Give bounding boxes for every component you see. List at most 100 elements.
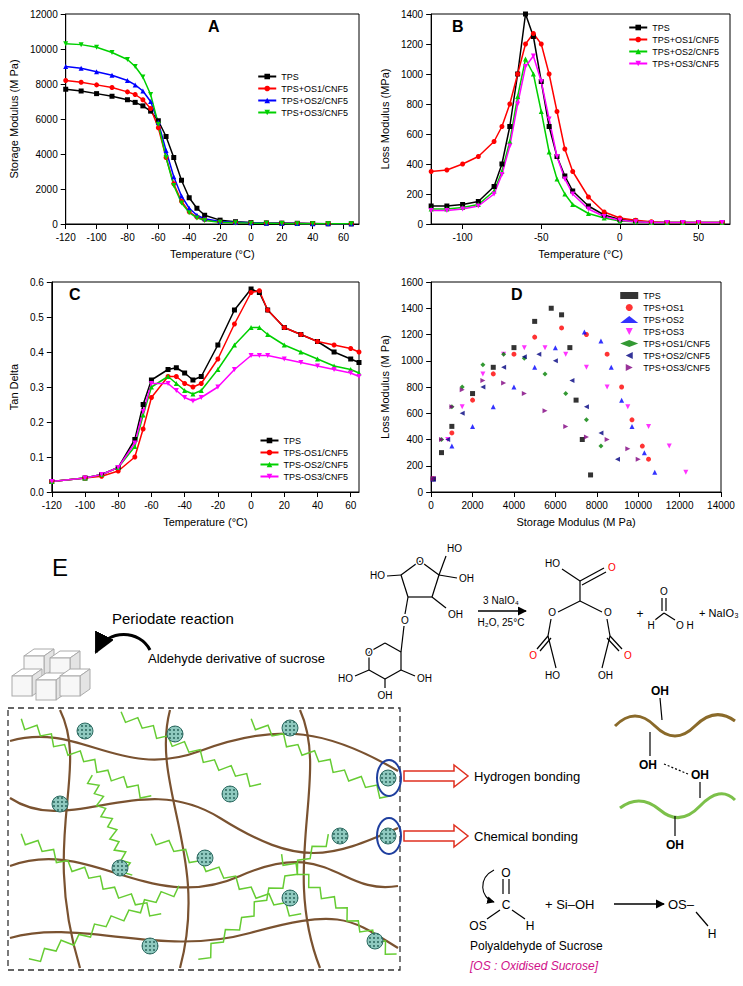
svg-text:O: O — [608, 562, 616, 573]
svg-text:200: 200 — [406, 189, 423, 200]
svg-text:H: H — [526, 919, 535, 933]
svg-text:Aldehyde derivative of sucrose: Aldehyde derivative of sucrose — [148, 651, 325, 666]
svg-text:Temperature (°C): Temperature (°C) — [163, 516, 247, 528]
svg-text:-100: -100 — [87, 232, 107, 243]
svg-text:O: O — [416, 556, 424, 567]
svg-text:0.1: 0.1 — [30, 452, 44, 463]
svg-text:1200: 1200 — [401, 39, 424, 50]
svg-text:0.6: 0.6 — [30, 277, 44, 288]
svg-text:OS–: OS– — [668, 897, 695, 912]
svg-text:Loss Modulus (MPa): Loss Modulus (MPa) — [379, 69, 391, 170]
svg-text:8000: 8000 — [35, 79, 58, 90]
svg-text:40: 40 — [307, 232, 319, 243]
svg-text:-80: -80 — [120, 232, 135, 243]
svg-text:OH: OH — [691, 768, 709, 782]
svg-text:6000: 6000 — [544, 500, 567, 511]
svg-text:0: 0 — [52, 219, 58, 230]
svg-text:0: 0 — [418, 487, 424, 498]
svg-text:Polyaldehyde of Sucrose: Polyaldehyde of Sucrose — [470, 939, 603, 953]
svg-text:400: 400 — [406, 434, 423, 445]
svg-text:C: C — [69, 286, 81, 303]
svg-text:+ NaIO₃: + NaIO₃ — [699, 607, 739, 619]
svg-text:Chemical bonding: Chemical bonding — [474, 829, 578, 844]
svg-text:HO: HO — [545, 558, 560, 569]
svg-text:0: 0 — [248, 232, 254, 243]
svg-text:14000: 14000 — [707, 500, 735, 511]
svg-text:-40: -40 — [182, 232, 197, 243]
svg-text:-120: -120 — [42, 500, 62, 511]
svg-text:OH: OH — [378, 690, 393, 701]
svg-text:Periodate reaction: Periodate reaction — [112, 610, 234, 627]
svg-text:-120: -120 — [56, 232, 76, 243]
svg-text:TPS+OS3/CNF5: TPS+OS3/CNF5 — [281, 108, 348, 118]
svg-text:H₂O, 25°C: H₂O, 25°C — [478, 617, 525, 628]
svg-text:HO: HO — [447, 543, 462, 554]
svg-text:-20: -20 — [211, 500, 226, 511]
svg-text:-20: -20 — [213, 232, 228, 243]
svg-text:0: 0 — [428, 500, 434, 511]
svg-text:-80: -80 — [111, 500, 126, 511]
svg-text:200: 200 — [406, 460, 423, 471]
svg-text:TPS-OS2/CNF5: TPS-OS2/CNF5 — [283, 460, 348, 470]
svg-text:OH: OH — [417, 673, 432, 684]
svg-text:OH: OH — [651, 684, 669, 698]
svg-text:O: O — [660, 586, 668, 597]
svg-text:0.2: 0.2 — [30, 417, 44, 428]
svg-text:4000: 4000 — [35, 149, 58, 160]
svg-text:8000: 8000 — [586, 500, 609, 511]
svg-text:OH: OH — [459, 573, 474, 584]
svg-text:600: 600 — [406, 408, 423, 419]
svg-text:+: + — [636, 607, 643, 621]
svg-text:TPS+OS1/CNF5: TPS+OS1/CNF5 — [652, 35, 719, 45]
svg-text:[OS : Oxidised Sucrose]: [OS : Oxidised Sucrose] — [469, 959, 599, 973]
svg-text:12000: 12000 — [666, 500, 694, 511]
svg-text:HO: HO — [545, 670, 560, 681]
svg-text:TPS: TPS — [643, 291, 661, 301]
svg-text:TPS+OS2/CNF5: TPS+OS2/CNF5 — [281, 96, 348, 106]
svg-text:Temperature (°C): Temperature (°C) — [170, 248, 254, 260]
svg-text:3 NaIO₄: 3 NaIO₄ — [483, 595, 519, 606]
svg-text:0: 0 — [418, 219, 424, 230]
svg-text:800: 800 — [406, 99, 423, 110]
svg-text:O: O — [401, 615, 409, 626]
svg-text:Temperature (°C): Temperature (°C) — [538, 248, 622, 260]
svg-text:Storage Modulus (M Pa): Storage Modulus (M Pa) — [8, 59, 20, 178]
svg-text:-50: -50 — [534, 232, 549, 243]
svg-text:H: H — [647, 620, 654, 631]
svg-text:TPS+OS2/CNF5: TPS+OS2/CNF5 — [652, 47, 719, 57]
svg-text:OH: OH — [666, 838, 684, 852]
svg-text:50: 50 — [693, 232, 705, 243]
svg-text:1000: 1000 — [401, 355, 424, 366]
svg-text:800: 800 — [406, 382, 423, 393]
svg-text:Tan Delta: Tan Delta — [8, 363, 20, 410]
svg-text:TPS+OS3/CNF5: TPS+OS3/CNF5 — [643, 363, 710, 373]
svg-text:10000: 10000 — [624, 500, 652, 511]
svg-text:Loss Modulus (M Pa): Loss Modulus (M Pa) — [379, 335, 391, 439]
svg-text:60: 60 — [345, 500, 357, 511]
svg-text:B: B — [452, 18, 464, 35]
svg-text:TPS-OS3/CNF5: TPS-OS3/CNF5 — [283, 472, 348, 482]
svg-text:TPS+OS3: TPS+OS3 — [643, 327, 684, 337]
svg-text:4000: 4000 — [503, 500, 526, 511]
svg-text:-60: -60 — [151, 232, 166, 243]
svg-text:2000: 2000 — [35, 184, 58, 195]
svg-text:H: H — [686, 620, 693, 631]
svg-text:600: 600 — [406, 129, 423, 140]
svg-text:O: O — [624, 650, 632, 661]
svg-text:0.0: 0.0 — [30, 487, 44, 498]
svg-text:1000: 1000 — [401, 69, 424, 80]
svg-text:E: E — [52, 554, 68, 581]
svg-text:D: D — [511, 286, 523, 303]
svg-text:0.3: 0.3 — [30, 382, 44, 393]
svg-text:TPS: TPS — [652, 23, 670, 33]
svg-text:0: 0 — [248, 500, 254, 511]
svg-text:TPS-OS1/CNF5: TPS-OS1/CNF5 — [283, 448, 348, 458]
svg-text:HO: HO — [338, 673, 353, 684]
svg-text:2000: 2000 — [461, 500, 484, 511]
svg-text:20: 20 — [276, 232, 288, 243]
svg-text:400: 400 — [406, 159, 423, 170]
svg-text:O: O — [365, 647, 373, 658]
svg-text:20: 20 — [279, 500, 291, 511]
svg-text:-40: -40 — [177, 500, 192, 511]
svg-text:TPS+OS3/CNF5: TPS+OS3/CNF5 — [652, 59, 719, 69]
